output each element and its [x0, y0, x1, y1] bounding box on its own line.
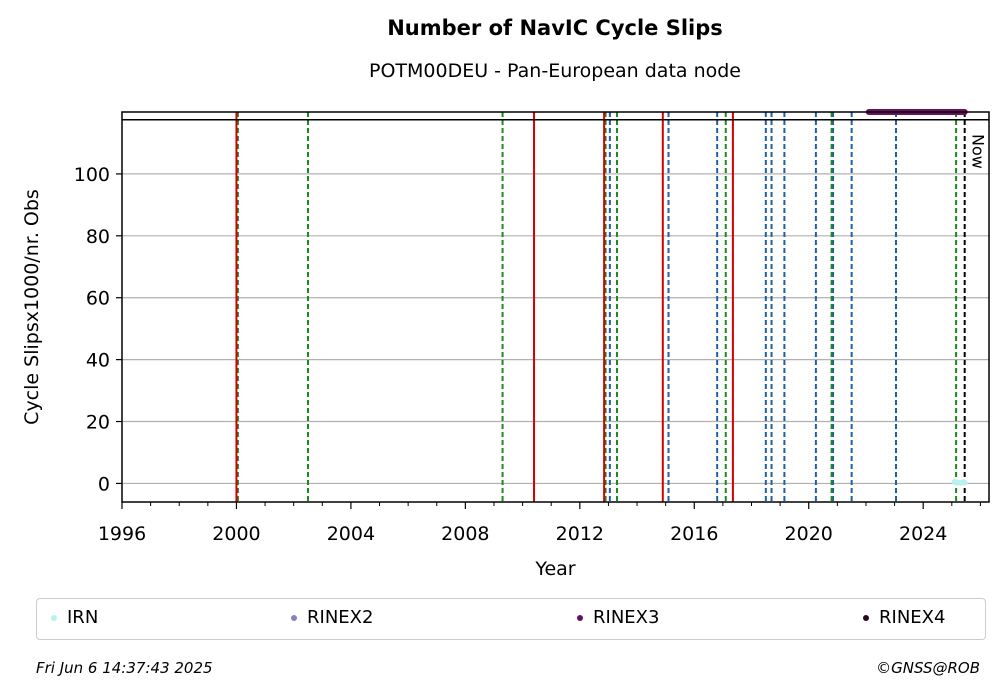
x-tick-label: 1996	[98, 523, 146, 545]
legend-marker-irn	[51, 614, 57, 621]
legend: IRN RINEX2 RINEX3 RINEX4	[36, 598, 986, 640]
x-tick-label: 2012	[556, 523, 604, 545]
x-tick-label: 2008	[441, 523, 489, 545]
legend-label-irn: IRN	[67, 607, 99, 628]
x-tick-label: 2000	[212, 523, 260, 545]
chart-title: Number of NavIC Cycle Slips	[387, 16, 723, 40]
x-tick-label: 2004	[327, 523, 375, 545]
plot-frame	[121, 111, 990, 503]
legend-item-irn: IRN	[51, 607, 98, 628]
chart-canvas: Now 0 20 40 60 80 100 1996 2000 2004 2008 2012 2016 2…	[21, 109, 990, 580]
y-tick-label: 80	[86, 226, 110, 248]
y-tick-label: 20	[86, 412, 110, 434]
legend-item-rinex2: RINEX2	[291, 607, 373, 628]
x-tick-label: 2020	[785, 523, 833, 545]
legend-label-rinex2: RINEX2	[307, 607, 374, 628]
y-tick-label: 60	[86, 288, 110, 310]
footer-timestamp: Fri Jun 6 14:37:43 2025	[36, 659, 213, 677]
legend-item-rinex3: RINEX3	[577, 607, 659, 628]
chart-subtitle: POTM00DEU - Pan-European data node	[368, 60, 741, 82]
y-tick-label: 100	[74, 164, 110, 186]
x-tick-label: 2024	[899, 523, 947, 545]
legend-marker-rinex4	[863, 614, 869, 621]
now-label: Now	[969, 134, 988, 169]
y-tick-label: 0	[98, 473, 110, 495]
legend-marker-rinex3	[577, 614, 583, 621]
y-axis-label: Cycle Slipsx1000/nr. Obs	[21, 189, 43, 425]
x-axis-label: Year	[534, 558, 575, 580]
y-tick-label: 40	[86, 350, 110, 372]
irn-data-point	[961, 479, 968, 486]
legend-label-rinex3: RINEX3	[593, 607, 660, 628]
x-tick-label: 2016	[670, 523, 718, 545]
footer-copyright: ©GNSS@ROB	[876, 659, 980, 677]
legend-item-rinex4: RINEX4	[863, 607, 945, 628]
legend-label-rinex4: RINEX4	[879, 607, 946, 628]
legend-marker-rinex2	[291, 614, 297, 621]
plot-area	[122, 112, 989, 502]
